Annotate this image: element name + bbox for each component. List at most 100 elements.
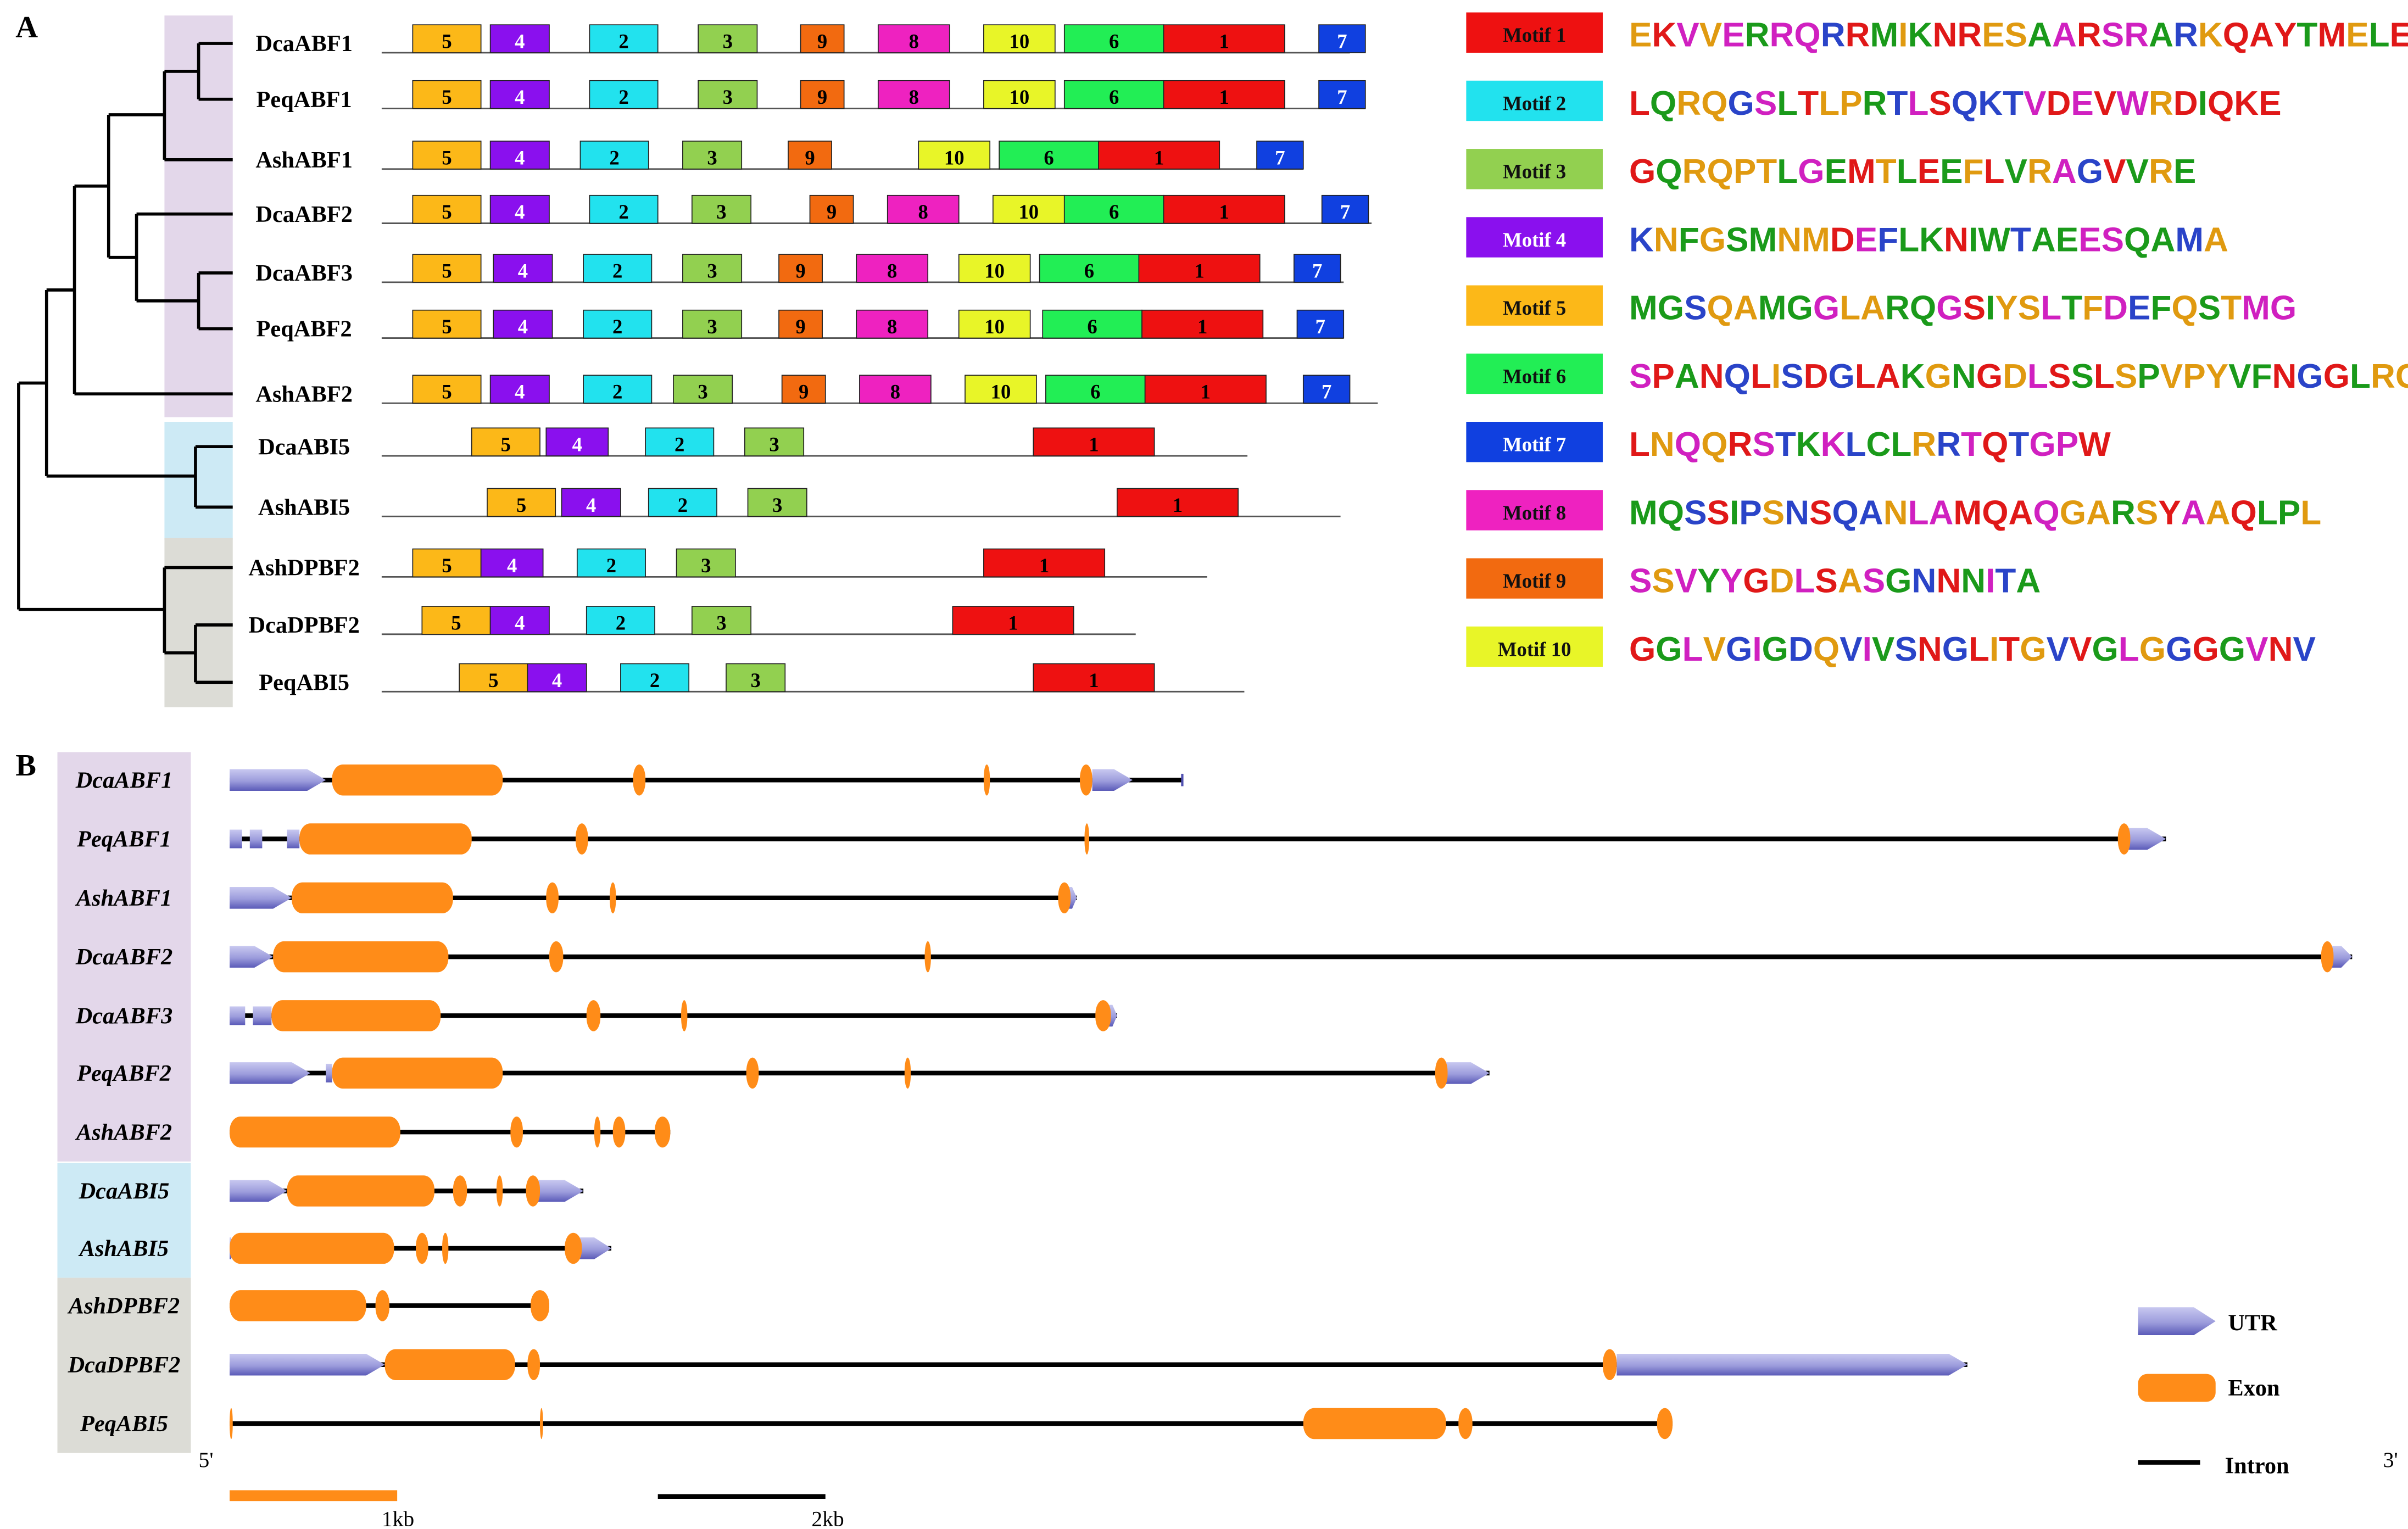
motif-box-5 [412,375,482,404]
motif-number: 6 [1109,200,1119,223]
motif-box-1 [1163,24,1285,53]
motif-box-5 [412,141,482,170]
motif-box-5 [412,254,482,283]
scale-label-2kb: 2kb [811,1506,844,1529]
motif-number: 5 [442,86,452,108]
motif-number: 5 [442,315,452,338]
motif-legend-label: Motif 5 [1503,297,1566,319]
motif-box-1 [1033,427,1155,456]
motif-number: 9 [805,146,815,169]
utr-segment [2125,828,2166,850]
motif-box-5 [412,309,482,339]
motif-number: 1 [1039,554,1049,577]
motif-sequence-logo: LQRQGSLTLPRTLSQKTVDEVWRDIQKE [1629,85,2282,122]
utr-segment [326,1063,332,1082]
structure-gene-label-ashabf1: AshABF1 [75,885,172,911]
motif-box-3 [747,488,807,517]
motif-number: 1 [1219,200,1229,223]
motif-box-7 [1293,254,1341,283]
motif-number: 1 [1089,433,1099,456]
utr-segment [577,1237,611,1259]
exon-block [332,764,503,796]
motif-number: 2 [612,381,622,403]
structure-gene-label-dcaabf2: DcaABF2 [75,944,173,970]
exon-block [681,1000,688,1031]
exon-block [904,1057,911,1089]
motif-legend-label: Motif 4 [1503,228,1566,251]
motif-box-3 [682,309,743,339]
motif-box-4 [493,254,553,283]
motif-box-8 [856,309,929,339]
motif-legend-swatch-2 [1466,80,1603,121]
panel-b-label: B [15,749,36,783]
panel-a-motif-tracks: 5 4 2 3 9 8 10 6 1 7 5 4 2 3 9 8 10 6 1 7 5 4 2 3 9 10 6 1 7 5 4 2 3 9 8 10… [381,24,1378,693]
motif-box-9 [788,141,832,170]
motif-number: 7 [1316,315,1325,338]
motif-number: 7 [1337,86,1347,108]
motif-number: 1 [1201,381,1211,403]
gene-name-ashabi5: AshABI5 [258,494,350,520]
motif-number: 4 [518,315,528,338]
motif-box-5 [421,606,491,635]
exon-block [526,1175,540,1207]
motif-legend-label: Motif 3 [1503,160,1566,183]
motif-legend-swatch-6 [1466,353,1603,394]
gene-name-dcaabi5: DcaABI5 [258,434,350,460]
utr-segment [1617,1353,1967,1376]
motif-box-1 [1116,488,1239,517]
motif-box-5 [471,427,540,456]
motif-box-5 [459,663,528,693]
motif-number: 4 [515,146,525,169]
motif-box-8 [887,194,960,224]
motif-number: 3 [772,494,782,516]
motif-number: 1 [1089,669,1099,691]
motif-box-3 [676,548,736,578]
motif-number: 9 [817,30,827,53]
motif-number: 9 [799,381,809,403]
scale-bar-1kb [230,1490,398,1502]
motif-number: 1 [1219,30,1229,53]
motif-box-6 [1063,24,1164,53]
gene-name-ashabf1: AshABF1 [255,147,353,173]
motif-number: 8 [890,381,900,403]
exon-block [287,1175,434,1207]
structure-gene-label-peqabi5: PeqABI5 [80,1411,168,1437]
motif-number: 5 [442,30,452,53]
motif-number: 3 [723,86,733,108]
panel-b-gene-labels: DcaABF1 PeqABF1 AshABF1 DcaABF2 DcaABF3 PeqAB… [57,752,191,1453]
motif-box-7 [1256,141,1304,170]
motif-number: 2 [609,146,619,169]
structure-gene-label-peqabf2: PeqABF2 [76,1061,171,1086]
motif-box-8 [877,24,950,53]
exon-legend-label: Exon [2228,1375,2279,1401]
motif-box-1 [1163,194,1285,224]
exon-block [924,941,931,973]
utr-segment [230,829,242,849]
motif-number: 5 [516,494,526,516]
structure-clade-background-2 [57,1277,191,1453]
structure-gene-label-dcaabf1: DcaABF1 [75,767,173,793]
exon-block [549,941,564,973]
exon-block [1095,1000,1111,1031]
motif-box-10 [983,24,1056,53]
motif-box-1 [983,548,1106,578]
motif-number: 9 [817,86,827,108]
motif-box-6 [1042,309,1142,339]
motif-legend-swatch-8 [1466,490,1603,531]
motif-number: 6 [1087,315,1097,338]
motif-number: 10 [984,259,1005,282]
exon-block [655,1116,671,1148]
motif-box-4 [489,194,550,224]
motif-box-3 [698,80,758,109]
utr-segment [1446,1062,1490,1084]
motif-box-2 [583,375,653,404]
phylogenetic-tree [17,42,233,684]
exon-block [2321,941,2334,973]
exon-block [633,764,646,796]
motif-box-3 [726,663,786,693]
clade-background-1 [164,422,233,540]
motif-number: 10 [1018,200,1039,223]
motif-legend: Motif 1 EKVVERRQRRMIKNRESAARSRARKQAYTMELE… [1466,12,2408,668]
motif-number: 7 [1322,381,1331,403]
gene-name-peqabi5: PeqABI5 [259,669,349,695]
